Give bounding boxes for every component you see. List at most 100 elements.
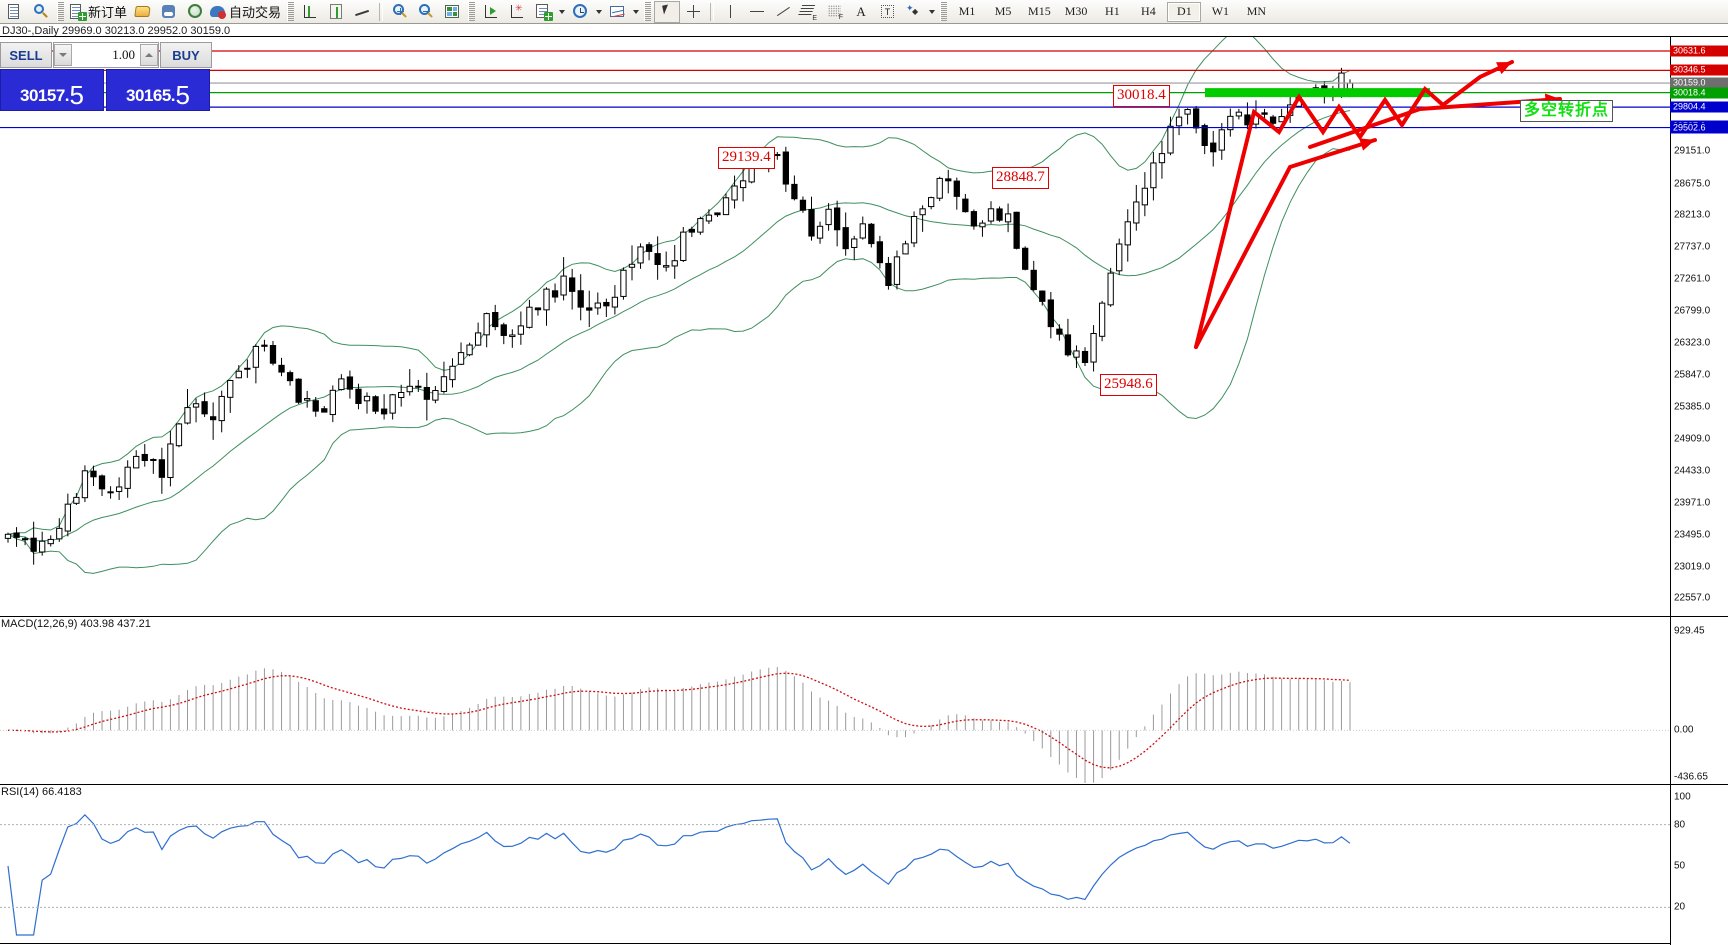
rsi-axis[interactable]: 100 80 50 20 [1670,785,1728,945]
price-tick: 23495.0 [1674,529,1711,541]
fibonacci-icon[interactable] [796,1,822,23]
timeframe-m1-button[interactable]: M1 [958,4,976,18]
tile-windows-icon[interactable] [439,1,465,23]
timeframe-m5-button[interactable]: M5 [994,4,1012,18]
navigator-icon[interactable] [182,1,208,23]
macd-axis[interactable]: 929.45 0.00 -436.65 [1670,617,1728,784]
price-tick: 22557.0 [1674,592,1711,604]
zoom-out-icon[interactable] [413,1,439,23]
timeframe-mn-button[interactable]: MN [1246,4,1267,18]
main-toolbar: 新订单 自动交易 A [0,0,1728,24]
order-prices-row: 30157 . 5 30165 . 5 [0,69,212,111]
cursor-icon[interactable] [654,0,681,23]
macd-tick: -436.65 [1674,771,1708,783]
price-callout[interactable]: 25948.6 [1100,374,1157,396]
price-tick: 26799.0 [1674,305,1711,317]
toolbar-grip-3[interactable] [468,2,476,21]
new-order-button[interactable]: 新订单 [67,1,130,23]
timeframe-m30-button[interactable]: M30 [1064,4,1088,18]
templates-dropdown-arrow[interactable] [556,1,567,23]
price-axis[interactable]: 29151.0 28675.0 28213.0 27737.0 27261.0 26799… [1670,37,1728,616]
templates-icon[interactable] [530,1,556,23]
period-dropdown-arrow[interactable] [593,1,604,23]
price-tick: 29151.0 [1674,145,1711,157]
price-tick: 24433.0 [1674,465,1711,477]
bar-chart-icon[interactable] [297,1,323,23]
volume-increment-button[interactable] [140,44,158,66]
auto-trading-label: 自动交易 [229,6,282,21]
timeframe-m15-button[interactable]: M15 [1028,4,1051,18]
turning-point-annotation[interactable]: 多空转折点 [1520,100,1614,122]
toolbar-separator-2 [710,2,715,21]
chart-window: DJ30-,Daily 29969.0 30213.0 29952.0 3015… [0,25,1728,945]
line-chart-icon[interactable] [349,1,375,23]
price-callout[interactable]: 29139.4 [718,147,775,169]
indicators-icon[interactable] [604,1,630,23]
buy-price-button[interactable]: 30165 . 5 [106,69,210,111]
chart-title: DJ30-,Daily 29969.0 30213.0 29952.0 3015… [2,25,231,37]
volume-value[interactable]: 1.00 [112,47,135,62]
toolbar-grip-4[interactable] [644,2,652,21]
sell-price-fraction: 5 [69,80,84,110]
data-window-icon[interactable] [156,1,182,23]
price-level-tag[interactable]: 30159.0 [1670,77,1728,89]
toolbar-grip-2[interactable] [287,2,295,21]
rsi-canvas [0,813,1670,936]
price-level-tag[interactable]: 29502.6 [1670,122,1728,134]
toolbar-separator-1 [379,2,384,21]
chart-shift-icon[interactable] [478,1,504,23]
order-controls-row: SELL 1.00 BUY [0,42,212,68]
sell-button[interactable]: SELL [0,42,52,68]
price-tick: 27261.0 [1674,273,1711,285]
channel-icon[interactable] [822,1,848,23]
timeframe-h1-button[interactable]: H1 [1105,4,1120,18]
vertical-line-icon[interactable] [718,1,744,23]
toolbar-grip[interactable] [57,2,64,21]
buy-button[interactable]: BUY [160,42,212,68]
text-icon[interactable]: A [848,1,874,23]
timeframe-h4-button[interactable]: H4 [1141,4,1156,18]
volume-field[interactable]: 1.00 [53,42,159,68]
terminal-icon[interactable] [2,1,28,23]
price-callout[interactable]: 28848.7 [992,167,1049,189]
text-label-icon[interactable]: T [874,1,900,23]
rsi-tick: 100 [1674,791,1691,803]
toolbar-grip-5[interactable] [940,2,948,21]
indicators-dropdown-arrow[interactable] [630,1,641,23]
zoom-in-icon[interactable] [387,1,413,23]
price-tick: 26323.0 [1674,337,1711,349]
rsi-pane[interactable]: RSI(14) 66.4183 100 80 50 20 4 May 202018 M… [0,784,1728,945]
price-level-tag[interactable]: 30346.5 [1670,64,1728,76]
price-callout[interactable]: 30018.4 [1113,85,1170,107]
macd-pane[interactable]: MACD(12,26,9) 403.98 437.21 929.45 0.00 -4… [0,616,1728,784]
macd-tick: 929.45 [1674,625,1705,637]
timeframe-w1-button[interactable]: W1 [1211,4,1230,18]
price-level-tag[interactable]: 30018.4 [1670,87,1728,99]
price-level-tag[interactable]: 29804.4 [1670,101,1728,113]
rsi-label: RSI(14) 66.4183 [1,786,82,798]
timeframe-d1-button[interactable]: D1 [1167,1,1202,22]
macd-canvas [0,666,1670,783]
new-order-icon [68,3,87,21]
macd-tick: 0.00 [1674,724,1694,736]
auto-trading-button[interactable]: 自动交易 [208,1,284,23]
folder-icon[interactable] [130,1,156,23]
trendline-icon[interactable] [770,1,796,23]
price-pane[interactable]: 29151.0 28675.0 28213.0 27737.0 27261.0 26799… [0,36,1728,616]
volume-decrement-button[interactable] [54,44,72,66]
macd-label: MACD(12,26,9) 403.98 437.21 [1,618,151,630]
buy-price-separator: . [170,86,176,105]
price-level-tag[interactable]: 30631.6 [1670,45,1728,57]
shapes-icon[interactable] [900,1,926,23]
auto-scroll-icon[interactable] [504,1,530,23]
horizontal-line-icon[interactable] [744,1,770,23]
period-icon[interactable] [567,1,593,23]
price-tick: 25847.0 [1674,369,1711,381]
sell-price-button[interactable]: 30157 . 5 [0,69,104,111]
crosshair-icon[interactable] [680,1,706,23]
time-axis[interactable]: 4 May 202018 May 202027 May 20205 Jun 20… [0,943,1728,945]
market-watch-icon[interactable] [28,1,54,23]
shapes-dropdown-arrow[interactable] [926,1,937,23]
candlestick-chart-icon[interactable] [323,1,349,23]
